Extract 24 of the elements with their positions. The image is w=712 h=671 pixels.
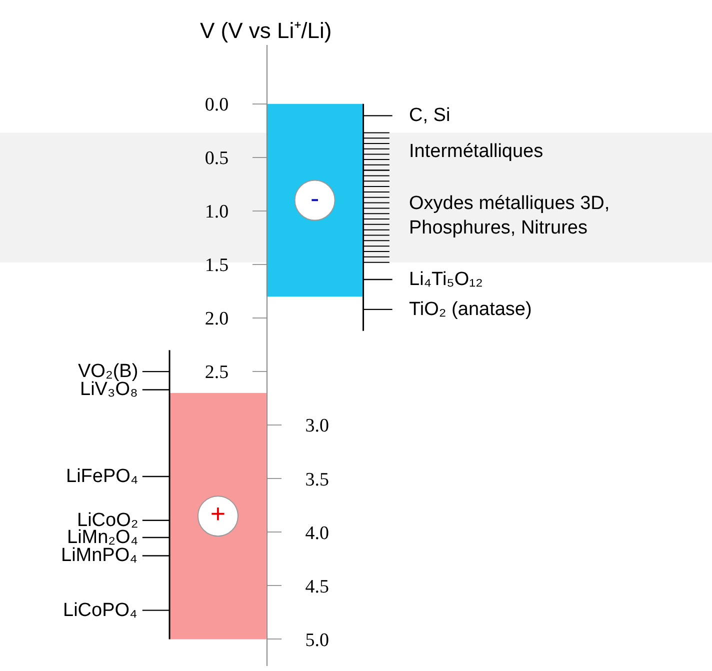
y-tick-label: 1.0 — [204, 202, 229, 223]
band-label: Oxydes métalliques 3D, Phosphures, Nitrures — [409, 193, 610, 239]
ref-line-label: VO₂(B) — [78, 361, 138, 382]
y-tick-label: 0.0 — [204, 94, 229, 116]
y2-tick-label: 5.0 — [305, 630, 329, 651]
y-tick-label: 2.0 — [204, 308, 229, 330]
ref-line-label: LiMnPO₄ — [61, 545, 138, 566]
y-tick-label: 1.5 — [204, 255, 229, 276]
ref-line-label: LiMn₂O₄ — [67, 527, 138, 548]
y2-tick-label: 4.0 — [305, 522, 329, 544]
y-tick-label: 0.5 — [204, 148, 229, 170]
ref-line-label: LiCoPO₄ — [63, 600, 138, 621]
y2-tick-label: 3.5 — [305, 469, 329, 490]
data-label: - — [310, 182, 320, 213]
ref-line-label: C, Si — [409, 105, 450, 126]
y2-tick-label: 4.5 — [305, 576, 329, 598]
band-label: Intermétalliques — [409, 141, 544, 162]
ref-line-label: LiFePO₄ — [66, 466, 138, 487]
y-axis-title: V (V vs Li⁺/Li) — [200, 18, 332, 43]
y2-tick-label: 3.0 — [305, 416, 329, 437]
ref-line-label: Li₄Ti₅O₁₂ — [409, 269, 483, 290]
ref-line-label: TiO₂ (anatase) — [409, 299, 532, 320]
data-label: + — [210, 498, 226, 529]
y-tick-label: 2.5 — [204, 362, 229, 384]
